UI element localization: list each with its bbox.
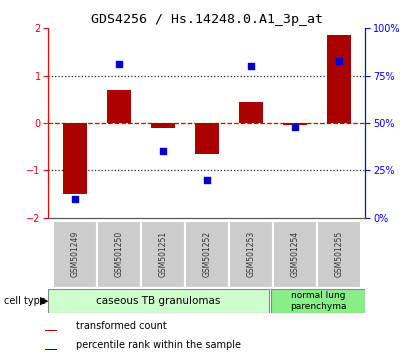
- FancyBboxPatch shape: [229, 221, 273, 288]
- FancyBboxPatch shape: [53, 221, 97, 288]
- Text: cell type: cell type: [4, 296, 46, 306]
- FancyBboxPatch shape: [273, 221, 317, 288]
- FancyBboxPatch shape: [271, 289, 365, 313]
- Point: [160, 149, 166, 154]
- FancyBboxPatch shape: [97, 221, 141, 288]
- Text: GSM501252: GSM501252: [202, 231, 211, 277]
- Point: [291, 124, 298, 130]
- Text: GSM501251: GSM501251: [158, 231, 167, 277]
- Bar: [195, 123, 219, 154]
- Bar: [45, 330, 57, 331]
- Point: [204, 177, 210, 183]
- FancyBboxPatch shape: [317, 221, 361, 288]
- FancyBboxPatch shape: [141, 221, 185, 288]
- Bar: [63, 123, 87, 194]
- Bar: [45, 349, 57, 350]
- Text: GSM501254: GSM501254: [291, 231, 299, 277]
- Point: [116, 62, 122, 67]
- Text: GSM501255: GSM501255: [334, 231, 344, 277]
- Text: transformed count: transformed count: [76, 321, 166, 331]
- FancyBboxPatch shape: [185, 221, 229, 288]
- Text: normal lung
parenchyma: normal lung parenchyma: [290, 291, 346, 310]
- Text: GSM501249: GSM501249: [70, 231, 79, 277]
- Text: GSM501250: GSM501250: [114, 231, 123, 277]
- Point: [336, 58, 342, 63]
- Text: ▶: ▶: [40, 296, 48, 306]
- Bar: [107, 90, 131, 123]
- Bar: [283, 123, 307, 125]
- Bar: [151, 123, 175, 128]
- FancyBboxPatch shape: [48, 289, 268, 313]
- Bar: [239, 102, 263, 123]
- Bar: [327, 35, 351, 123]
- Text: percentile rank within the sample: percentile rank within the sample: [76, 339, 241, 350]
- Text: GSM501253: GSM501253: [247, 231, 255, 277]
- Point: [247, 63, 254, 69]
- Text: caseous TB granulomas: caseous TB granulomas: [96, 296, 221, 306]
- Point: [71, 196, 78, 202]
- Title: GDS4256 / Hs.14248.0.A1_3p_at: GDS4256 / Hs.14248.0.A1_3p_at: [91, 13, 323, 26]
